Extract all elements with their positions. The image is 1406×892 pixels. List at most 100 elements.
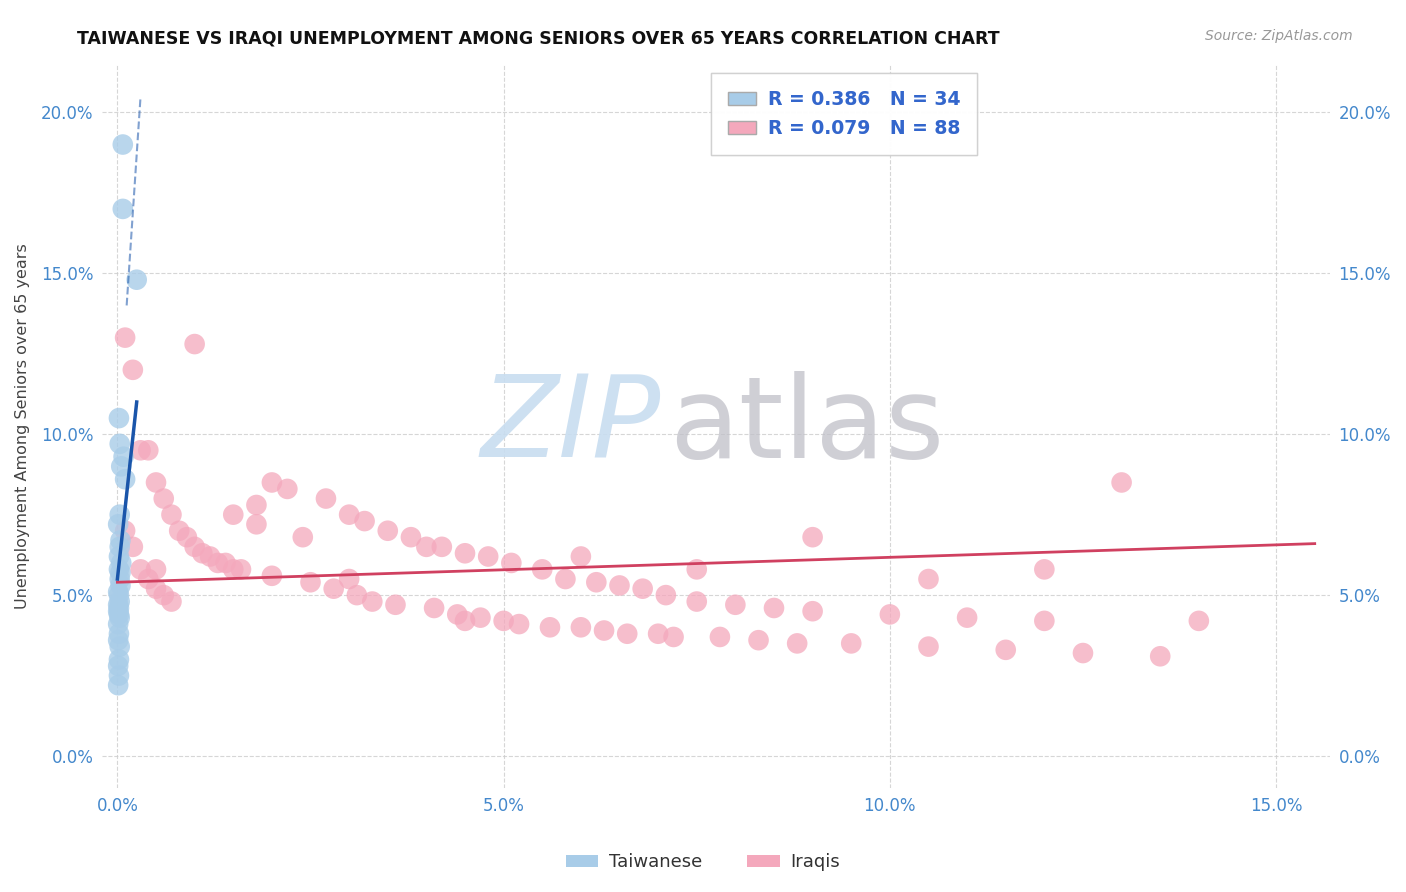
Text: ZIP: ZIP — [481, 371, 661, 482]
Point — [384, 598, 406, 612]
Point — [353, 514, 375, 528]
Point — [276, 482, 298, 496]
Point — [111, 137, 134, 152]
Point — [686, 594, 709, 608]
Point — [569, 620, 592, 634]
Point — [724, 598, 747, 612]
Point — [917, 640, 939, 654]
Point — [1188, 614, 1211, 628]
Point — [477, 549, 499, 564]
Point — [616, 626, 638, 640]
Point — [183, 337, 205, 351]
Point — [114, 472, 136, 486]
Point — [631, 582, 654, 596]
Text: TAIWANESE VS IRAQI UNEMPLOYMENT AMONG SENIORS OVER 65 YEARS CORRELATION CHART: TAIWANESE VS IRAQI UNEMPLOYMENT AMONG SE… — [77, 29, 1000, 47]
Point — [399, 530, 422, 544]
Point — [114, 524, 136, 538]
Point — [1111, 475, 1133, 490]
Point — [538, 620, 561, 634]
Point — [176, 530, 198, 544]
Point — [501, 556, 523, 570]
Point — [956, 610, 979, 624]
Point — [145, 562, 167, 576]
Point — [107, 659, 129, 673]
Point — [839, 636, 862, 650]
Legend: R = 0.386   N = 34, R = 0.079   N = 88: R = 0.386 N = 34, R = 0.079 N = 88 — [711, 73, 977, 154]
Point — [531, 562, 554, 576]
Point — [1149, 649, 1171, 664]
Point — [107, 517, 129, 532]
Point — [114, 331, 136, 345]
Point — [191, 546, 214, 560]
Point — [430, 540, 453, 554]
Point — [377, 524, 399, 538]
Point — [1071, 646, 1094, 660]
Point — [108, 508, 131, 522]
Legend: Taiwanese, Iraqis: Taiwanese, Iraqis — [558, 847, 848, 879]
Point — [152, 491, 174, 506]
Point — [470, 610, 492, 624]
Point — [108, 594, 131, 608]
Point — [129, 562, 152, 576]
Point — [346, 588, 368, 602]
Point — [222, 508, 245, 522]
Point — [879, 607, 901, 622]
Point — [145, 582, 167, 596]
Point — [121, 363, 143, 377]
Point — [110, 556, 132, 570]
Point — [662, 630, 685, 644]
Point — [801, 604, 824, 618]
Point — [337, 572, 360, 586]
Point — [110, 578, 132, 592]
Point — [762, 601, 785, 615]
Text: atlas: atlas — [669, 371, 945, 482]
Point — [222, 562, 245, 576]
Point — [108, 640, 131, 654]
Point — [709, 630, 731, 644]
Point — [107, 633, 129, 648]
Point — [160, 508, 183, 522]
Point — [655, 588, 678, 602]
Point — [107, 617, 129, 632]
Point — [260, 475, 283, 490]
Point — [337, 508, 360, 522]
Point — [121, 540, 143, 554]
Point — [454, 546, 477, 560]
Point — [245, 517, 267, 532]
Point — [446, 607, 468, 622]
Point — [492, 614, 515, 628]
Point — [108, 411, 131, 425]
Point — [145, 475, 167, 490]
Point — [917, 572, 939, 586]
Point — [361, 594, 384, 608]
Point — [107, 678, 129, 692]
Point — [686, 562, 709, 576]
Point — [125, 273, 148, 287]
Point — [569, 549, 592, 564]
Point — [108, 549, 131, 564]
Point — [108, 540, 131, 554]
Point — [229, 562, 252, 576]
Point — [1033, 614, 1056, 628]
Point — [108, 607, 131, 622]
Point — [160, 594, 183, 608]
Point — [1033, 562, 1056, 576]
Point — [786, 636, 808, 650]
Point — [107, 604, 129, 618]
Point — [129, 443, 152, 458]
Point — [108, 610, 131, 624]
Point — [994, 643, 1017, 657]
Point — [136, 443, 159, 458]
Point — [260, 569, 283, 583]
Point — [107, 585, 129, 599]
Point — [207, 556, 229, 570]
Text: Source: ZipAtlas.com: Source: ZipAtlas.com — [1205, 29, 1353, 44]
Point — [198, 549, 221, 564]
Point — [299, 575, 322, 590]
Point — [609, 578, 631, 592]
Point — [108, 572, 131, 586]
Point — [108, 601, 131, 615]
Point — [748, 633, 770, 648]
Point — [647, 626, 669, 640]
Point — [593, 624, 616, 638]
